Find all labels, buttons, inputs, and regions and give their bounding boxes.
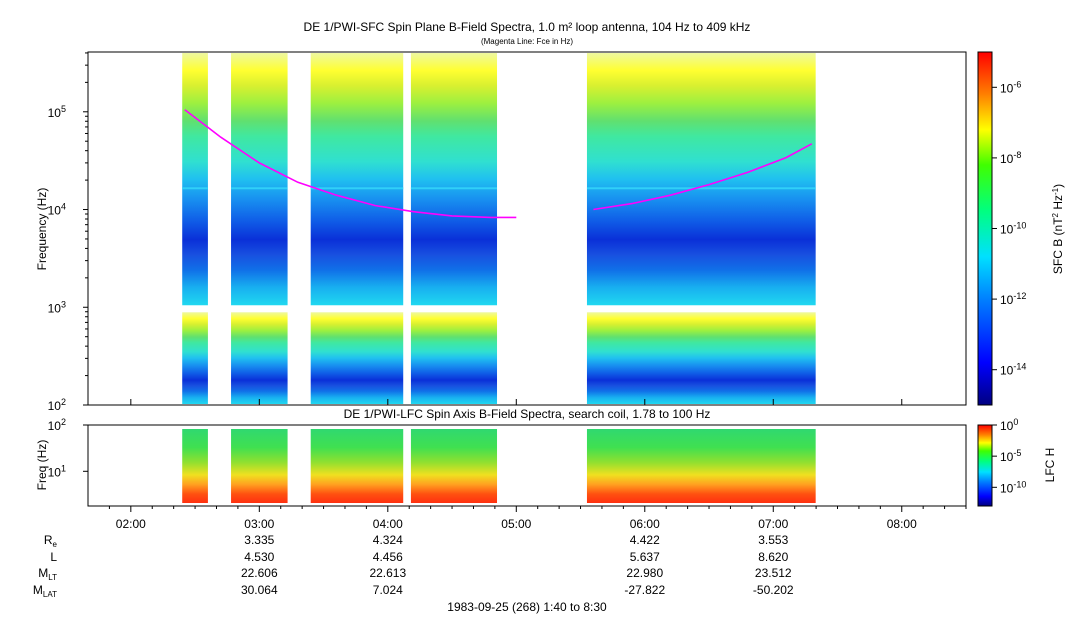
time-tick-label-6: 08:00: [887, 517, 917, 531]
ephem-row-label-2: MLT: [38, 566, 57, 582]
sfc-cbar-tick-label-2: 10-10: [1000, 221, 1026, 237]
sfc-ytick-label-3: 105: [48, 104, 66, 120]
sfc-colorbar-ticks: 10-6 10-8 10-10 10-12 10-14: [992, 79, 1026, 378]
ephem-value-0-3: 3.553: [758, 533, 788, 547]
lfc-title: DE 1/PWI-LFC Spin Axis B-Field Spectra, …: [344, 407, 711, 421]
sfc-high-band-4: [586, 53, 816, 306]
sfc-high-band-2: [310, 53, 404, 306]
ephem-value-1-0: 4.530: [244, 550, 274, 564]
ephem-value-0-0: 3.335: [244, 533, 274, 547]
time-tick-label-2: 04:00: [373, 517, 403, 531]
date-range-footer: 1983-09-25 (268) 1:40 to 8:30: [447, 600, 607, 614]
lfc-colorbar-label: LFC H: [1043, 448, 1057, 483]
ephem-row-label-0: Re: [44, 533, 58, 549]
ephem-value-3-3: -50.202: [753, 583, 794, 597]
sfc-ylabel: Frequency (Hz): [35, 188, 49, 271]
lfc-colorbar-ticks: 100 10-5 10-10: [992, 417, 1026, 495]
ephem-value-2-2: 22.980: [626, 566, 663, 580]
sfc-subtitle: (Magenta Line: Fce in Hz): [481, 37, 573, 46]
ephem-value-1-3: 8.620: [758, 550, 788, 564]
lfc-ytick-label-0: 101: [48, 463, 66, 479]
sfc-low-band-4: [586, 312, 816, 404]
sfc-high-band-0: [182, 53, 208, 306]
ephem-value-0-1: 4.324: [373, 533, 403, 547]
ephem-value-3-0: 30.064: [241, 583, 278, 597]
sfc-interference-line-0: [182, 187, 208, 190]
lfc-cbar-tick-label-2: 10-10: [1000, 479, 1026, 495]
time-tick-label-5: 07:00: [758, 517, 788, 531]
lfc-spectrogram: [182, 429, 816, 503]
ephem-value-2-0: 22.606: [241, 566, 278, 580]
sfc-plot-frame: [87, 51, 967, 406]
sfc-cbar-tick-label-1: 10-8: [1000, 150, 1021, 166]
sfc-interference-line-2: [310, 187, 404, 190]
fce-line-1: [593, 143, 813, 211]
sfc-low-band-1: [231, 312, 288, 404]
sfc-cbar-tick-label-3: 10-12: [1000, 291, 1026, 307]
lfc-band-3: [410, 429, 498, 503]
lfc-cbar-tick-label-1: 10-5: [1000, 448, 1021, 464]
ephem-row-label-1: L: [50, 550, 57, 564]
sfc-interference-line-3: [410, 187, 498, 190]
ephem-value-1-2: 5.637: [630, 550, 660, 564]
sfc-interference-line-4: [586, 187, 816, 190]
lfc-band-1: [231, 429, 288, 503]
time-tick-label-4: 06:00: [630, 517, 660, 531]
ephem-value-2-3: 23.512: [755, 566, 792, 580]
time-axis: 02:00 03:00 04:00 05:00 06:00 07:00 08:00: [108, 399, 967, 531]
sfc-colorbar-label: SFC B (nT2 Hz-1): [1051, 184, 1065, 274]
lfc-colorbar: [977, 424, 993, 507]
sfc-y-axis: 102 103 104 105: [48, 52, 88, 413]
lfc-ytick-label-1: 102: [48, 417, 66, 433]
sfc-low-band-3: [410, 312, 498, 404]
ephem-row-label-3: MLAT: [33, 583, 57, 599]
sfc-interference-line-1: [231, 187, 288, 190]
ephem-value-0-2: 4.422: [630, 533, 660, 547]
time-tick-label-3: 05:00: [501, 517, 531, 531]
sfc-high-band-1: [231, 53, 288, 306]
lfc-cbar-tick-label-0: 100: [1000, 417, 1018, 433]
lfc-band-2: [310, 429, 404, 503]
lfc-y-axis: 101 102: [48, 417, 88, 479]
time-tick-label-0: 02:00: [116, 517, 146, 531]
fce-line-0: [184, 109, 517, 219]
sfc-title: DE 1/PWI-SFC Spin Plane B-Field Spectra,…: [304, 20, 751, 34]
lfc-plot-frame: [87, 424, 967, 507]
ephem-value-3-2: -27.822: [624, 583, 665, 597]
lfc-ylabel: Freq (Hz): [35, 440, 49, 491]
ephem-value-3-1: 7.024: [373, 583, 403, 597]
ephem-value-1-1: 4.456: [373, 550, 403, 564]
sfc-spectrogram: [182, 53, 816, 404]
sfc-low-band-0: [182, 312, 208, 404]
sfc-ytick-label-0: 102: [48, 397, 66, 413]
sfc-ytick-label-1: 103: [48, 299, 66, 315]
ephemeris-table: Re 3.335 4.324 4.422 3.553 L 4.530 4.456 5.637 8.…: [33, 533, 794, 599]
sfc-ytick-label-2: 104: [48, 202, 66, 218]
lfc-band-0: [182, 429, 208, 503]
sfc-colorbar: [977, 51, 993, 406]
ephem-value-2-1: 22.613: [369, 566, 406, 580]
sfc-cbar-tick-label-0: 10-6: [1000, 79, 1021, 95]
time-tick-label-1: 03:00: [244, 517, 274, 531]
lfc-band-4: [586, 429, 816, 503]
sfc-cbar-tick-label-4: 10-14: [1000, 362, 1026, 378]
sfc-high-band-3: [410, 53, 498, 306]
sfc-low-band-2: [310, 312, 404, 404]
